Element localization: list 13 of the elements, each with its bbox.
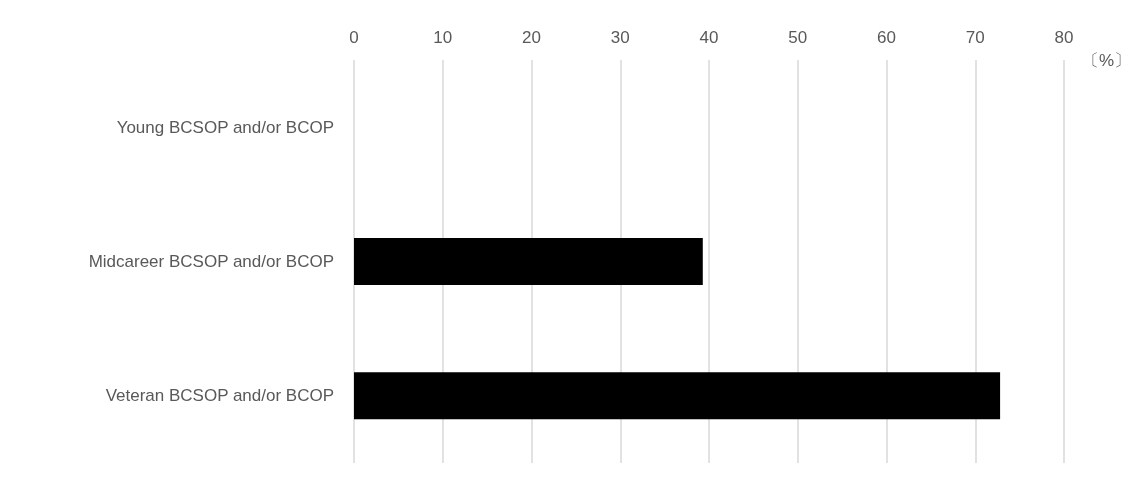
x-tick-label: 20	[522, 28, 541, 47]
x-axis-title: 〔%〕	[1082, 50, 1132, 70]
x-tick-label: 30	[610, 28, 630, 47]
y-tick-label: Midcareer BCSOP and/or BCOP	[88, 252, 334, 271]
x-tick-label: 60	[877, 28, 896, 47]
x-tick-label: 10	[433, 28, 453, 47]
x-tick-label: 40	[699, 28, 719, 47]
y-tick-label: Veteran BCSOP and/or BCOP	[105, 386, 334, 406]
y-tick-label: Young BCSOP and/or BCOP	[116, 117, 334, 137]
x-tick-label: 50	[788, 28, 808, 47]
x-tick-label: 70	[965, 28, 985, 47]
x-tick-label: 80	[1054, 28, 1074, 47]
x-tick-label: 0	[349, 28, 359, 47]
